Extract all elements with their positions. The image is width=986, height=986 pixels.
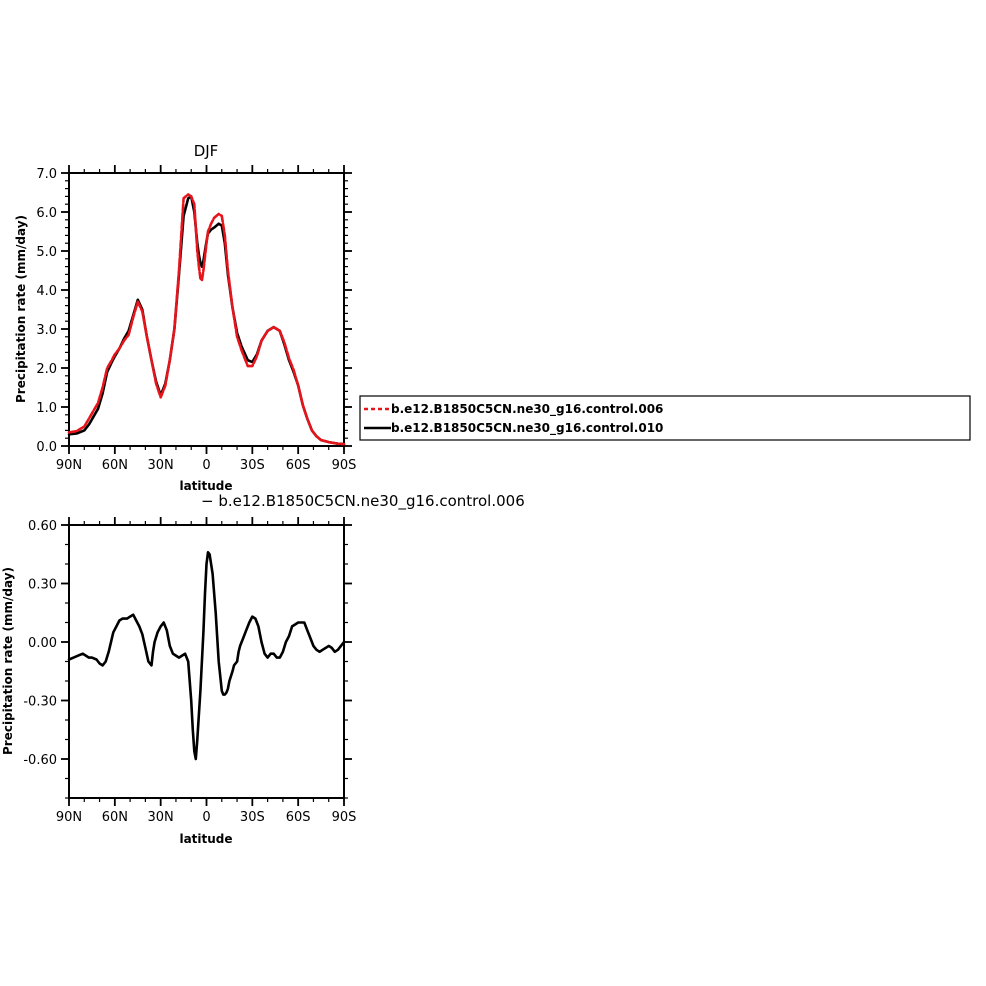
bottom-series-line-0: [67, 551, 346, 761]
legend: b.e12.B1850C5CN.ne30_g16.control.006 b.e…: [359, 395, 971, 441]
x-tick-label: 90S: [332, 458, 357, 473]
y-tick-label: 5.0: [36, 245, 57, 260]
y-tick-label: 6.0: [36, 206, 57, 221]
x-tick-label: 90N: [56, 458, 82, 473]
x-tick-label: 0: [202, 458, 210, 473]
y-tick-label: 3.0: [36, 323, 57, 338]
y-tick-label: 1.0: [36, 401, 57, 416]
top-panel: DJF 0.0 1.0 2.0 3.0 4.0 5.0 6.0 7.0 90N 60N 30N 0 3…: [14, 142, 356, 493]
y-tick-label: 0.00: [28, 636, 57, 651]
difference-subtitle: − b.e12.B1850C5CN.ne30_g16.control.006: [201, 492, 525, 511]
bottom-series-lines: [67, 551, 346, 761]
bottom-x-tick-labels: 90N 60N 30N 0 30S 60S 90S: [56, 810, 357, 825]
top-series-line-0: [67, 193, 346, 446]
bottom-axis-ticks: [61, 517, 352, 806]
legend-label-006: b.e12.B1850C5CN.ne30_g16.control.006: [391, 402, 663, 417]
x-tick-label: 30N: [148, 810, 174, 825]
y-tick-label: 7.0: [36, 167, 57, 182]
x-tick-label: 60S: [286, 458, 311, 473]
top-y-tick-labels: 0.0 1.0 2.0 3.0 4.0 5.0 6.0 7.0: [36, 167, 57, 455]
bottom-x-axis-label: latitude: [179, 832, 232, 846]
x-tick-label: 60N: [102, 458, 128, 473]
x-tick-label: 60S: [286, 810, 311, 825]
top-panel-title: DJF: [194, 142, 219, 160]
legend-label-010: b.e12.B1850C5CN.ne30_g16.control.010: [391, 421, 663, 436]
bottom-y-tick-labels: -0.60 -0.30 0.00 0.30 0.60: [23, 519, 57, 768]
top-axis-ticks: [61, 165, 352, 454]
x-tick-label: 90S: [332, 810, 357, 825]
bottom-panel: -0.60-0.300.000.300.60 90N 60N 30N 0 30S 60S 9…: [1, 517, 356, 846]
x-tick-label: 30S: [240, 810, 265, 825]
top-x-axis-label: latitude: [179, 479, 232, 493]
y-tick-label: 4.0: [36, 284, 57, 299]
legend-box: [359, 395, 971, 441]
x-tick-label: 90N: [56, 810, 82, 825]
x-tick-label: 30N: [148, 458, 174, 473]
x-tick-label: 60N: [102, 810, 128, 825]
top-x-tick-labels: 90N 60N 30N 0 30S 60S 90S: [56, 458, 357, 473]
y-tick-label: 0.30: [28, 578, 57, 593]
x-tick-label: 30S: [240, 458, 265, 473]
top-y-axis-label: Precipitation rate (mm/day): [14, 215, 28, 403]
y-tick-label: 2.0: [36, 362, 57, 377]
x-tick-label: 0: [202, 810, 210, 825]
y-tick-label: 0.60: [28, 519, 57, 534]
top-series-lines: [67, 193, 346, 446]
y-tick-label: -0.60: [23, 753, 57, 768]
bottom-y-axis-label: Precipitation rate (mm/day): [1, 567, 15, 755]
y-tick-label: -0.30: [23, 695, 57, 710]
y-tick-label: 0.0: [36, 440, 57, 455]
